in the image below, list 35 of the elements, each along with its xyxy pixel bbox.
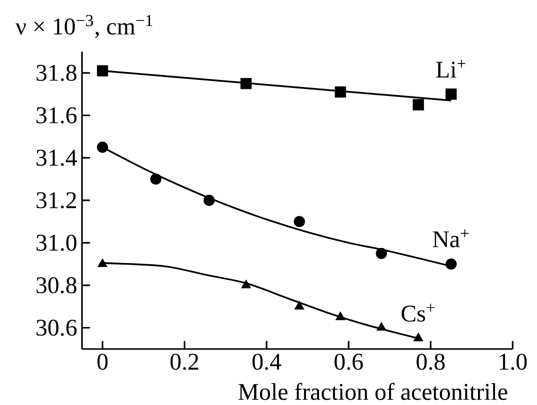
point	[240, 78, 252, 90]
series-label: Li$^{+}$	[436, 60, 466, 78]
x-axis-title: Mole fraction of acetonitrile	[238, 382, 508, 400]
y-tick-label: 31.4	[36, 150, 77, 166]
y-tick-label: 31.8	[36, 64, 76, 82]
point	[334, 86, 346, 98]
point	[336, 312, 346, 320]
y-tick-label: 31.2	[36, 192, 76, 208]
point	[294, 216, 305, 228]
point	[204, 194, 215, 206]
y-axis-title: ν × 10$^{−3}$, cm$^{−1}$	[16, 14, 152, 38]
point	[150, 174, 162, 185]
x-tick-label: 1.0	[500, 354, 527, 370]
point	[446, 88, 457, 100]
point	[294, 300, 304, 310]
y-tick-label: 30.8	[36, 277, 76, 294]
point	[446, 258, 457, 270]
series-label: Cs$^{+}$	[402, 304, 435, 322]
y-tick-label: 30.6	[36, 320, 77, 336]
point	[241, 280, 251, 288]
point	[412, 99, 424, 110]
point	[376, 248, 387, 260]
point	[376, 322, 386, 331]
y-tick-label: 31.6	[36, 107, 77, 124]
series-label: Na$^{+}$	[432, 229, 469, 248]
point	[413, 332, 424, 342]
point	[98, 258, 108, 267]
x-tick-label: 0.2	[170, 354, 198, 370]
x-tick-label: 0	[97, 354, 108, 370]
y-tick-label: 31.0	[36, 234, 76, 251]
x-tick-label: 0.8	[416, 354, 445, 370]
point	[96, 142, 108, 153]
x-tick-label: 0.4	[252, 354, 282, 370]
point	[96, 65, 108, 76]
x-tick-label: 0.6	[334, 354, 363, 370]
